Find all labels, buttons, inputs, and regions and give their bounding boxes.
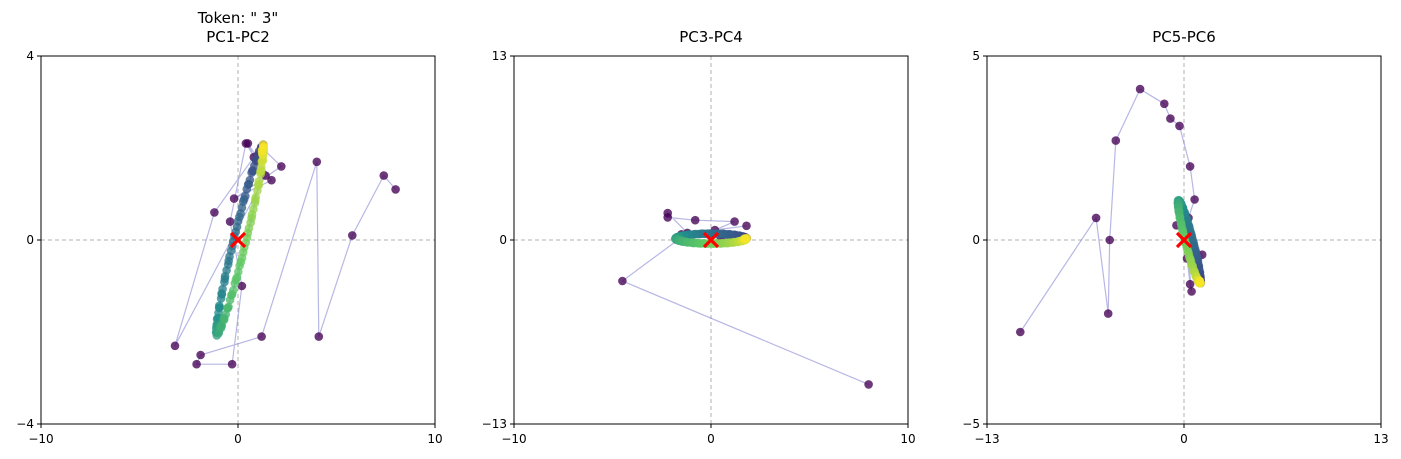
data-point bbox=[1160, 99, 1169, 109]
data-point bbox=[1166, 114, 1175, 123]
data-point bbox=[237, 281, 247, 291]
subplot-title: PC5-PC6 bbox=[1152, 28, 1216, 46]
data-point bbox=[257, 332, 266, 341]
y-tick-label: 0 bbox=[499, 233, 507, 247]
data-point bbox=[1185, 279, 1195, 289]
data-point bbox=[690, 215, 700, 225]
y-tick-label: 4 bbox=[26, 49, 34, 63]
x-tick-label: 0 bbox=[1180, 432, 1188, 446]
data-point bbox=[242, 184, 252, 194]
data-point bbox=[192, 359, 201, 369]
data-point bbox=[348, 231, 357, 240]
subplot-1: PC1-PC2 −10 0 10 −4 0 4 bbox=[16, 28, 442, 446]
data-point bbox=[210, 208, 219, 217]
y-tick-label: −5 bbox=[962, 417, 980, 431]
data-point bbox=[312, 157, 322, 167]
plot-area bbox=[41, 56, 435, 424]
origin-marker-stroke bbox=[702, 231, 720, 249]
data-point bbox=[379, 171, 389, 180]
data-point bbox=[1196, 278, 1205, 288]
data-point bbox=[247, 168, 256, 177]
origin-marker bbox=[229, 231, 247, 249]
origin-marker bbox=[1175, 231, 1193, 249]
data-point bbox=[742, 233, 751, 243]
data-point bbox=[1105, 235, 1114, 245]
data-point bbox=[224, 302, 233, 312]
data-point bbox=[730, 217, 739, 226]
data-point bbox=[391, 185, 400, 194]
origin-marker bbox=[702, 231, 720, 249]
x-tick-label: −10 bbox=[28, 432, 53, 446]
x-tick-label: −13 bbox=[974, 432, 999, 446]
plot-area bbox=[514, 56, 908, 424]
data-point bbox=[1185, 162, 1195, 171]
data-point bbox=[229, 286, 238, 295]
data-point bbox=[663, 213, 672, 222]
x-tick-label: 0 bbox=[707, 432, 715, 446]
data-point bbox=[258, 140, 268, 149]
data-point bbox=[196, 350, 205, 360]
data-point bbox=[1187, 287, 1196, 296]
x-tick-label: 0 bbox=[234, 432, 242, 446]
data-point bbox=[1135, 84, 1145, 94]
subplot-3: PC5-PC6 −13 0 13 −5 0 5 bbox=[962, 28, 1388, 446]
data-point bbox=[1175, 121, 1184, 131]
figure-title: Token: " 3" bbox=[197, 9, 279, 27]
data-point bbox=[170, 341, 180, 351]
y-tick-label: 0 bbox=[972, 233, 980, 247]
data-point bbox=[864, 380, 873, 389]
data-point bbox=[227, 359, 237, 369]
origin-marker-stroke bbox=[1175, 231, 1193, 249]
data-point bbox=[618, 276, 627, 286]
data-point bbox=[216, 294, 226, 303]
data-point bbox=[267, 175, 276, 185]
data-point bbox=[1190, 195, 1199, 204]
data-point bbox=[314, 332, 324, 341]
subplot-title: PC1-PC2 bbox=[206, 28, 270, 46]
subplot-2: PC3-PC4 −10 0 10 −13 0 13 bbox=[482, 28, 916, 446]
data-point bbox=[229, 194, 239, 203]
subplot-title: PC3-PC4 bbox=[679, 28, 743, 46]
data-point bbox=[220, 277, 229, 287]
x-tick-label: 10 bbox=[900, 432, 915, 446]
data-point bbox=[1103, 309, 1113, 318]
trajectory-line bbox=[174, 141, 397, 365]
y-tick-label: 0 bbox=[26, 233, 34, 247]
data-point bbox=[1016, 327, 1025, 337]
x-tick-label: 10 bbox=[427, 432, 442, 446]
x-tick-label: 13 bbox=[1373, 432, 1388, 446]
data-point bbox=[243, 139, 253, 148]
data-point bbox=[1111, 136, 1121, 145]
data-point bbox=[277, 162, 286, 171]
data-point bbox=[1091, 213, 1101, 223]
y-tick-label: −13 bbox=[482, 417, 507, 431]
y-tick-label: 5 bbox=[972, 49, 980, 63]
y-tick-label: 13 bbox=[492, 49, 507, 63]
x-tick-label: −10 bbox=[501, 432, 526, 446]
plot-area bbox=[987, 56, 1381, 424]
data-point bbox=[225, 217, 235, 226]
data-point bbox=[254, 177, 264, 186]
y-tick-label: −4 bbox=[16, 417, 34, 431]
origin-marker-stroke bbox=[229, 231, 247, 249]
data-point bbox=[251, 193, 260, 202]
data-point bbox=[742, 221, 751, 231]
